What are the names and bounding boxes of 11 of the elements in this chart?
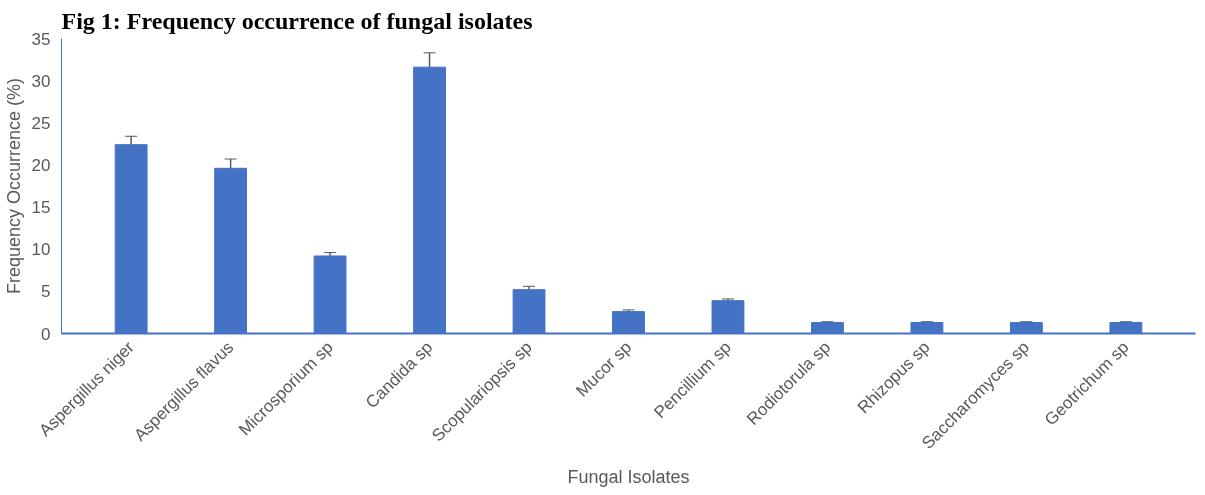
x-axis-title: Fungal Isolates	[567, 467, 690, 488]
y-tick-label: 0	[41, 324, 51, 344]
y-tick-label: 20	[31, 155, 51, 175]
y-tick-label: 5	[41, 282, 51, 302]
y-tick-label: 15	[31, 198, 51, 218]
y-tick-label: 25	[31, 113, 51, 133]
y-tick-label: 10	[31, 240, 51, 260]
y-axis-title: Frequency Occurrence (%)	[3, 77, 24, 295]
y-tick-label: 35	[31, 29, 51, 49]
chart-title: Fig 1: Frequency occurrence of fungal isolates	[61, 7, 533, 34]
y-tick-label: 30	[31, 71, 51, 91]
